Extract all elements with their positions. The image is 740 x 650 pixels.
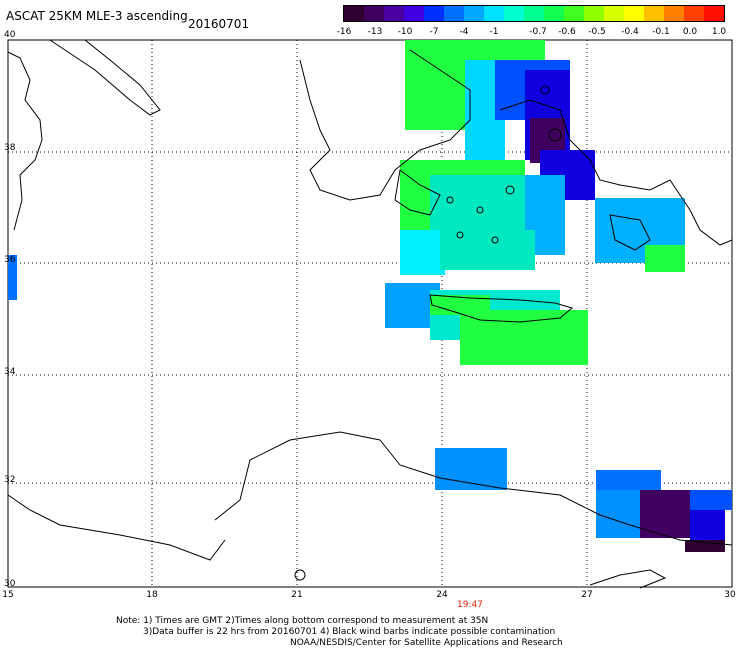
- colorbar-swatch: [644, 6, 664, 21]
- lat-label: 38: [4, 143, 16, 153]
- colorbar-tick: -13: [367, 27, 383, 37]
- colorbar-swatch: [524, 6, 544, 21]
- colorbar-tick: -1: [489, 27, 499, 37]
- colorbar-swatch: [664, 6, 684, 21]
- colorbar-swatch: [684, 6, 704, 21]
- colorbar-tick: -4: [459, 27, 469, 37]
- lon-label: 21: [291, 590, 303, 600]
- colorbar-swatch: [444, 6, 464, 21]
- lat-label: 40: [4, 30, 16, 40]
- colorbar-swatch: [344, 6, 364, 21]
- colorbar-tick: -7: [429, 27, 439, 37]
- colorbar-tick: 0.0: [682, 27, 698, 37]
- colorbar-swatch: [704, 6, 724, 21]
- lat-label: 32: [4, 475, 16, 485]
- colorbar-tick: -0.1: [652, 27, 670, 37]
- coastlines: [7, 39, 733, 589]
- colorbar-swatch: [364, 6, 384, 21]
- grid-lines: [8, 40, 732, 587]
- lon-label: 24: [436, 590, 448, 600]
- lon-label: 18: [146, 590, 158, 600]
- colorbar-tick: -16: [336, 27, 352, 37]
- chart-date: 20160701: [188, 17, 250, 31]
- note-line-2: 3)Data buffer is 22 hrs from 20160701 4)…: [143, 627, 556, 637]
- lon-label: 30: [724, 590, 736, 600]
- colorbar-swatch: [464, 6, 484, 21]
- colorbar-tick: -0.5: [588, 27, 606, 37]
- map-frame: [7, 39, 733, 588]
- lat-label: 36: [4, 255, 16, 265]
- colorbar-swatch: [564, 6, 584, 21]
- note-line-1: Note: 1) Times are GMT 2)Times along bot…: [116, 616, 489, 626]
- colorbar-swatch: [624, 6, 644, 21]
- chart-title: ASCAT 25KM MLE-3 ascending: [6, 9, 188, 23]
- colorbar-swatch: [604, 6, 624, 21]
- lat-label: 30: [4, 579, 16, 589]
- time-label: 19:47: [457, 600, 483, 610]
- islands: [294, 85, 562, 581]
- note-line-3: NOAA/NESDIS/Center for Satellite Applica…: [290, 638, 563, 648]
- colorbar-swatch: [504, 6, 524, 21]
- wind-data-cells: [8, 40, 732, 552]
- lon-label: 15: [2, 590, 14, 600]
- lat-label: 34: [4, 367, 16, 377]
- colorbar-swatch: [544, 6, 564, 21]
- colorbar-tick: -0.4: [621, 27, 639, 37]
- colorbar-tick: 1.0: [711, 27, 727, 37]
- colorbar: [343, 5, 725, 22]
- colorbar-swatch: [384, 6, 404, 21]
- colorbar-swatch: [404, 6, 424, 21]
- colorbar-tick: -10: [397, 27, 413, 37]
- colorbar-tick: -0.6: [558, 27, 576, 37]
- colorbar-tick: -0.7: [529, 27, 547, 37]
- colorbar-swatch: [584, 6, 604, 21]
- colorbar-swatch: [424, 6, 444, 21]
- colorbar-swatch: [484, 6, 504, 21]
- lon-label: 27: [581, 590, 593, 600]
